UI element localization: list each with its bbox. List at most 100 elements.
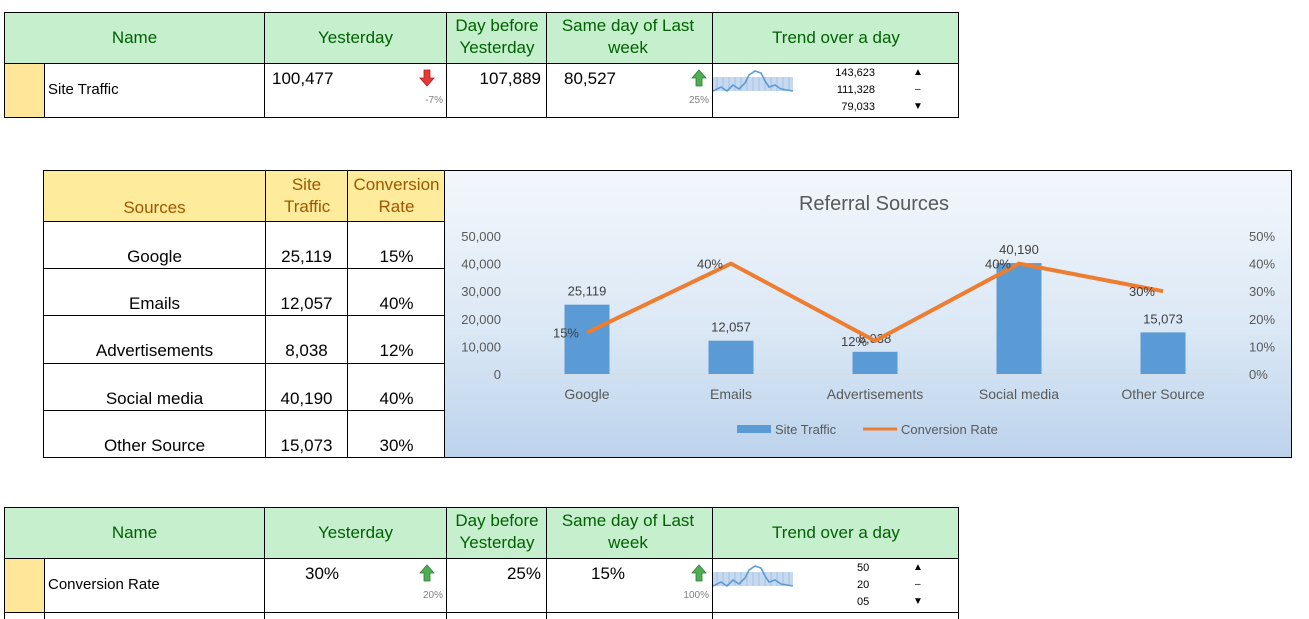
trend-max: 143,623: [835, 67, 875, 79]
bar-site-traffic: [996, 263, 1042, 374]
y2-tick-label: 30%: [1249, 284, 1275, 299]
header-site-traffic: Site Traffic: [266, 171, 347, 221]
source-name: Google: [127, 247, 182, 266]
caret-down-icon: ▼: [913, 101, 923, 112]
source-traffic: 25,119: [281, 247, 332, 266]
y2-tick-label: 50%: [1249, 229, 1275, 244]
y2-tick-label: 40%: [1249, 257, 1275, 272]
yesterday-change: 20%: [422, 590, 443, 601]
header-conversion-rate-label: Conversion Rate: [353, 175, 440, 216]
bar-data-label: 40,190: [999, 242, 1039, 257]
yesterday-change: -7%: [425, 95, 443, 106]
dash-icon: –: [915, 579, 921, 590]
source-rate: 40%: [379, 294, 414, 313]
kpi-header-row: [5, 13, 958, 63]
kpi-table-site-traffic: Name Yesterday Day before Yesterday Same…: [4, 12, 959, 118]
table-row: Emails 12,057 40%: [44, 269, 445, 316]
header-day-before: Day before Yesterday: [455, 16, 539, 57]
line-data-label: 12%: [841, 334, 867, 349]
legend-label-conversion-rate: Conversion Rate: [901, 422, 998, 437]
legend-swatch-site-traffic: [737, 425, 771, 433]
header-name: Name: [111, 523, 158, 542]
header-yesterday: Yesterday: [318, 523, 393, 542]
y-tick-label: 0: [494, 367, 501, 382]
day-before-value: 107,889: [479, 69, 541, 88]
row-marker: [5, 559, 44, 612]
x-category-label: Emails: [710, 386, 752, 402]
line-data-label: 15%: [553, 326, 579, 341]
trend-min: 05: [857, 596, 870, 608]
arrow-up-icon: [691, 69, 707, 92]
row-name: Conversion Rate: [48, 576, 160, 593]
source-name: Advertisements: [95, 341, 214, 360]
source-traffic: 15,073: [280, 436, 333, 455]
header-site-traffic-label: Site Traffic: [284, 175, 331, 216]
header-sources-label: Sources: [123, 198, 186, 217]
day-before-value: 25%: [506, 564, 541, 583]
source-traffic: 8,038: [285, 341, 328, 360]
referral-sources-chart[interactable]: Referral Sources 0 10,000 20,000 30,000 40,0…: [444, 170, 1292, 458]
header-trend: Trend over a day: [772, 523, 900, 542]
arrow-down-icon: [419, 69, 435, 92]
line-data-label: 40%: [697, 257, 723, 272]
header-last-week: Same day of Last week: [561, 16, 695, 57]
bar-site-traffic: [1140, 332, 1186, 374]
y-tick-label: 30,000: [461, 284, 501, 299]
arrow-up-icon: [691, 564, 707, 587]
header-last-week: Same day of Last week: [561, 511, 695, 552]
line-data-label: 40%: [985, 257, 1011, 272]
line-data-label: 30%: [1129, 284, 1155, 299]
source-traffic: 40,190: [280, 389, 333, 408]
caret-up-icon: ▲: [913, 562, 923, 573]
row-marker: [5, 64, 44, 117]
y2-tick-label: 20%: [1249, 312, 1275, 327]
bar-site-traffic: [708, 340, 754, 374]
bar-data-label: 15,073: [1143, 311, 1183, 326]
dash-icon: –: [915, 84, 921, 95]
header-name: Name: [111, 28, 158, 47]
y-tick-label: 20,000: [461, 312, 501, 327]
table-row: Google 25,119 15%: [44, 222, 445, 269]
trend-sparkline: [712, 564, 794, 599]
caret-down-icon: ▼: [913, 596, 923, 607]
y-tick-label: 10,000: [461, 339, 501, 354]
line-conversion-rate: [586, 261, 1164, 343]
chart-title: Referral Sources: [799, 193, 949, 215]
table-row: Advertisements 8,038 12%: [44, 316, 445, 363]
yesterday-value: 100,477: [272, 69, 334, 88]
kpi-table-conversion-rate: Name Yesterday Day before Yesterday Same…: [4, 507, 959, 619]
chart-canvas: Referral Sources 0 10,000 20,000 30,000 40,0…: [461, 193, 1275, 437]
row-name: Site Traffic: [48, 81, 119, 98]
source-rate: 15%: [379, 247, 414, 266]
source-name: Emails: [128, 294, 180, 313]
x-category-label: Google: [564, 386, 609, 402]
last-week-change: 100%: [683, 590, 709, 601]
header-day-before: Day before Yesterday: [455, 511, 539, 552]
caret-up-icon: ▲: [913, 67, 923, 78]
y2-tick-label: 0%: [1249, 367, 1268, 382]
table-row: Other Source 15,073 30%: [44, 411, 445, 458]
bar-site-traffic: [564, 304, 610, 374]
trend-sparkline: [712, 69, 794, 104]
legend-label-site-traffic: Site Traffic: [775, 422, 837, 437]
x-category-label: Other Source: [1121, 386, 1204, 402]
trend-mid: 20: [857, 579, 870, 591]
bar-site-traffic: [852, 351, 898, 374]
y-tick-label: 40,000: [461, 257, 501, 272]
header-trend: Trend over a day: [772, 28, 900, 47]
header-conversion-rate: Conversion Rate: [348, 171, 445, 221]
source-name: Social media: [105, 389, 204, 408]
trend-max: 50: [857, 562, 870, 574]
source-rate: 40%: [379, 389, 414, 408]
last-week-change: 25%: [688, 95, 709, 106]
header-yesterday: Yesterday: [318, 28, 393, 47]
trend-min: 79,033: [841, 101, 875, 113]
table-row: Social media 40,190 40%: [44, 364, 445, 411]
header-sources: Sources: [44, 171, 265, 221]
source-rate: 30%: [379, 436, 414, 455]
source-traffic: 12,057: [280, 294, 333, 313]
bar-data-label: 25,119: [568, 284, 607, 299]
source-name: Other Source: [103, 436, 206, 455]
bar-data-label: 12,057: [711, 320, 751, 335]
x-category-label: Social media: [979, 386, 1059, 402]
